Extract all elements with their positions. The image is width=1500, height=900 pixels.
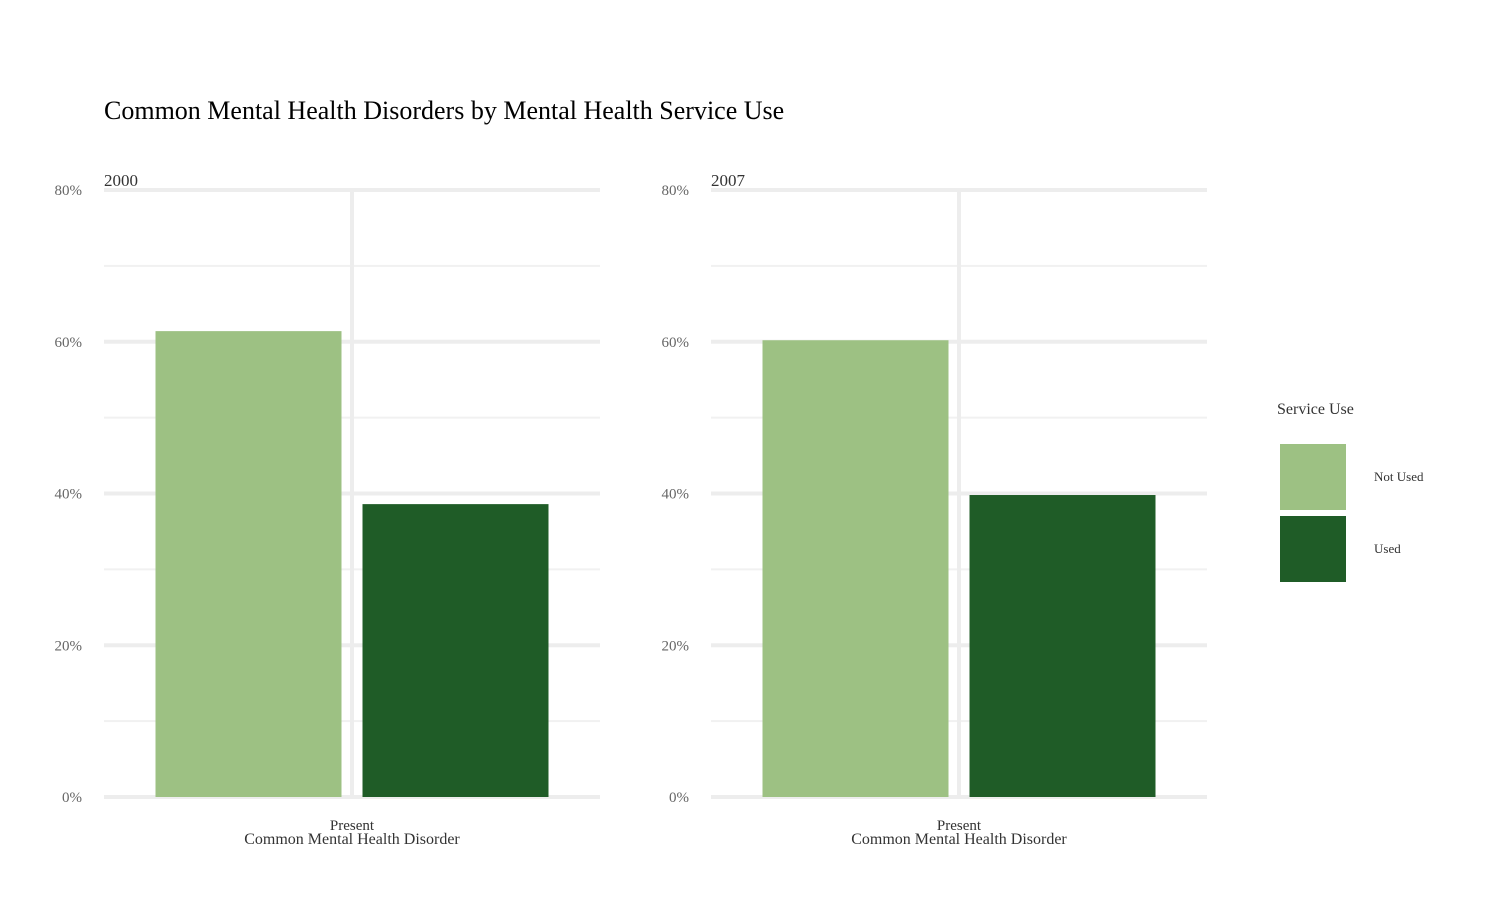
legend-swatch-not-used xyxy=(1280,444,1346,510)
y-tick-label: 0% xyxy=(669,790,689,806)
x-axis-title: Common Mental Health Disorder xyxy=(244,831,460,848)
x-tick-label: Present xyxy=(330,818,375,834)
legend-label-used: Used xyxy=(1374,541,1401,556)
legend-swatch-used xyxy=(1280,516,1346,582)
y-tick-label: 60% xyxy=(662,335,690,351)
facet-label: 2000 xyxy=(104,171,138,190)
y-tick-label: 40% xyxy=(662,487,690,503)
y-tick-label: 20% xyxy=(55,638,83,654)
bar-2007-used xyxy=(969,495,1156,797)
y-tick-label: 80% xyxy=(55,183,83,199)
x-tick-label: Present xyxy=(937,818,982,834)
bar-2000-not-used xyxy=(155,331,342,797)
y-tick-label: 80% xyxy=(662,183,690,199)
y-tick-label: 20% xyxy=(662,638,690,654)
y-tick-label: 0% xyxy=(62,790,82,806)
bar-2000-used xyxy=(362,504,549,797)
chart-title: Common Mental Health Disorders by Mental… xyxy=(104,96,784,125)
bar-2007-not-used xyxy=(762,340,949,797)
facet-label: 2007 xyxy=(711,171,746,190)
legend-title: Service Use xyxy=(1277,401,1354,418)
legend: Service Use Not Used Used xyxy=(1277,401,1424,582)
y-tick-label: 40% xyxy=(55,487,83,503)
x-axis-title: Common Mental Health Disorder xyxy=(851,831,1067,848)
y-tick-label: 60% xyxy=(55,335,83,351)
legend-label-not-used: Not Used xyxy=(1374,469,1424,484)
